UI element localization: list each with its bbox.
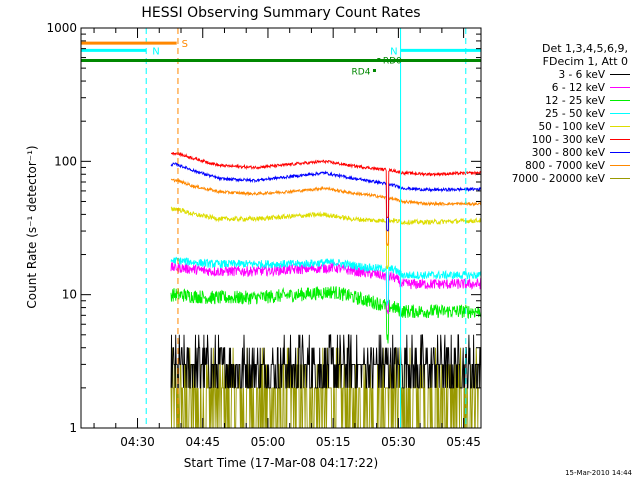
- y-tick-label-3: 1000: [46, 21, 77, 35]
- legend-label-7: 800 - 7000 keV: [525, 160, 606, 172]
- legend-header-0: Det 1,3,4,5,6,9,: [542, 42, 628, 55]
- x-tick-label-3: 05:15: [316, 435, 351, 449]
- axes-frame: [80, 27, 482, 429]
- series-line-2: [170, 286, 482, 344]
- legend-label-3: 25 - 50 keV: [545, 108, 606, 120]
- y-tick-label-0: 1: [69, 421, 77, 435]
- x-axis-label: Start Time (17-Mar-08 04:17:22): [184, 456, 378, 470]
- series-line-7: [170, 178, 482, 247]
- series-line-1: [170, 262, 482, 315]
- legend: Det 1,3,4,5,6,9,FDecim 1, Att 03 - 6 keV…: [512, 42, 630, 185]
- y-tick-label-2: 100: [54, 154, 77, 168]
- legend-label-5: 100 - 300 keV: [532, 134, 606, 146]
- flag-label-1: N: [152, 46, 159, 57]
- series-line-3: [170, 256, 482, 306]
- flag-label-3: RD4: [352, 68, 371, 78]
- legend-header-1: FDecim 1, Att 0: [543, 55, 628, 68]
- flag-label-0: S: [182, 39, 188, 50]
- y-tick-label-1: 10: [62, 288, 77, 302]
- footer-timestamp: 15-Mar-2010 14:44: [565, 469, 632, 477]
- series-line-0: [170, 334, 482, 389]
- legend-label-4: 50 - 100 keV: [538, 121, 605, 133]
- legend-label-2: 12 - 25 keV: [545, 95, 606, 107]
- x-tick-label-1: 04:45: [185, 435, 220, 449]
- legend-label-0: 3 - 6 keV: [558, 69, 605, 81]
- x-tick-label-0: 04:30: [120, 435, 155, 449]
- flag-mark-3: [372, 69, 376, 73]
- series-line-4: [170, 206, 482, 269]
- x-tick-label-4: 05:30: [381, 435, 416, 449]
- x-tick-label-2: 05:00: [251, 435, 286, 449]
- y-axis-label: Count Rate (s⁻¹ detector⁻¹): [25, 145, 39, 308]
- plot-area: S N N RD4 RD0: [81, 28, 482, 429]
- chart-title: HESSI Observing Summary Count Rates: [141, 5, 420, 21]
- axes: 1 10 100 1000 04:30 04:45 05:00 05:15 05:30 05:45: [46, 21, 482, 449]
- flag-label-2: N: [390, 46, 397, 57]
- flag-mark-4: [377, 58, 381, 62]
- series-line-6: [170, 162, 482, 232]
- legend-label-1: 6 - 12 keV: [552, 82, 606, 94]
- legend-label-8: 7000 - 20000 keV: [512, 173, 606, 185]
- flag-label-4: RD0: [383, 57, 402, 67]
- series-line-5: [171, 151, 482, 219]
- x-tick-label-5: 05:45: [446, 435, 481, 449]
- legend-label-6: 300 - 800 keV: [532, 147, 606, 159]
